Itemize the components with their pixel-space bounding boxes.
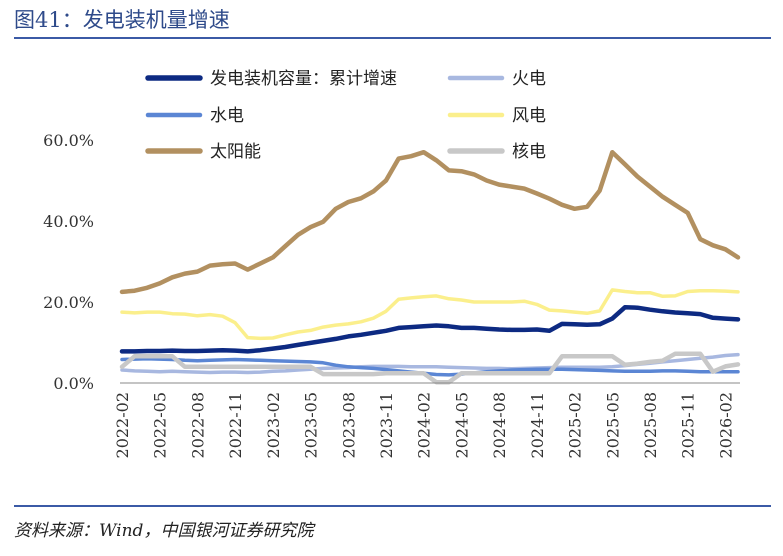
x-tick-label: 2022-02 xyxy=(113,392,132,458)
series-line-3 xyxy=(120,288,740,341)
title-divider xyxy=(14,37,771,39)
x-tick-label: 2025-05 xyxy=(603,392,622,458)
axes: 0.0% 20.0% 40.0% 60.0% 2022-02 2022-05 2022-08… xyxy=(43,131,740,458)
legend-label: 风电 xyxy=(512,106,546,126)
legend-label: 核电 xyxy=(512,142,546,162)
footer-divider xyxy=(14,505,771,507)
y-tick-label: 0.0% xyxy=(53,374,94,393)
x-tick-label: 2024-02 xyxy=(415,392,434,458)
x-tick-label: 2026-02 xyxy=(716,392,735,458)
legend-label: 太阳能 xyxy=(210,142,261,162)
series-line-5 xyxy=(119,351,741,385)
x-tick-label: 2023-08 xyxy=(339,392,358,458)
x-tick-label: 2024-11 xyxy=(528,392,547,458)
series-line-2 xyxy=(120,356,740,377)
x-tick-label: 2022-08 xyxy=(188,392,207,458)
y-tick-label: 60.0% xyxy=(43,131,94,150)
x-tick-label: 2025-02 xyxy=(566,392,585,458)
x-tick-label: 2023-05 xyxy=(302,392,321,458)
x-tick-label: 2023-02 xyxy=(264,392,283,458)
legend-label: 火电 xyxy=(512,69,546,89)
series-line-4 xyxy=(119,149,741,295)
x-tick-label: 2022-05 xyxy=(151,392,170,458)
series-lines xyxy=(119,149,741,385)
chart-title: 图41：发电装机量增速 xyxy=(14,8,230,32)
x-tick-label: 2025-11 xyxy=(679,392,698,458)
y-tick-label: 40.0% xyxy=(43,212,94,231)
series-line-0 xyxy=(119,305,741,354)
x-tick-label: 2025-08 xyxy=(641,392,660,458)
legend-label: 发电装机容量：累计增速 xyxy=(210,69,397,89)
y-tick-label: 20.0% xyxy=(43,293,94,312)
x-tick-label: 2024-08 xyxy=(490,392,509,458)
legend-label: 水电 xyxy=(210,106,244,126)
x-tick-label: 2024-05 xyxy=(452,392,471,458)
x-tick-label: 2022-11 xyxy=(226,392,245,458)
x-tick-label: 2023-11 xyxy=(377,392,396,458)
source-note: 资料来源：Wind，中国银河证券研究院 xyxy=(14,521,314,541)
